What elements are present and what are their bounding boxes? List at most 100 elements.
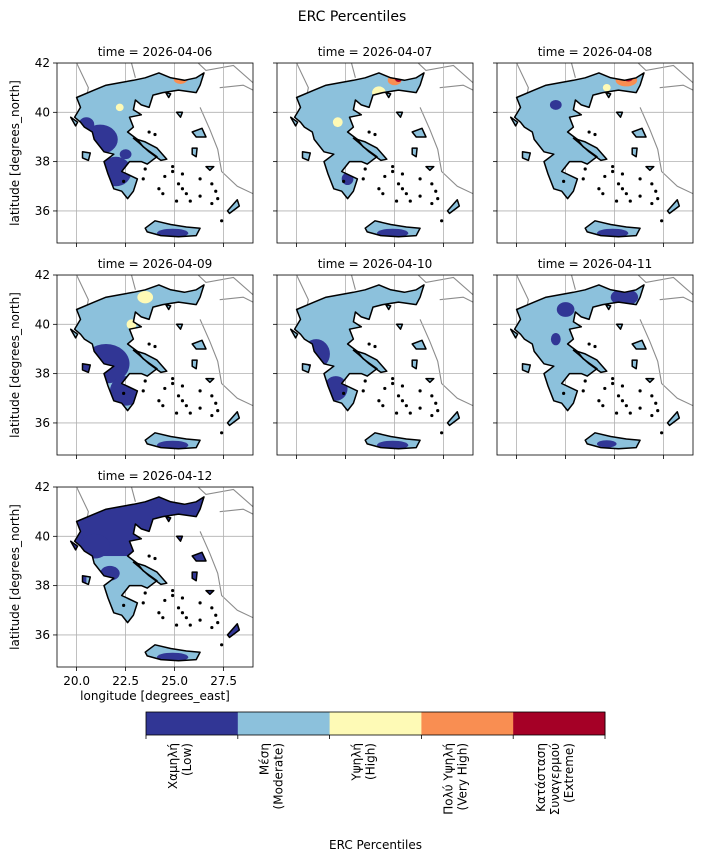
- island-mark: [180, 596, 185, 600]
- island-mark: [587, 130, 591, 134]
- island-mark: [383, 386, 387, 391]
- island-mark: [163, 598, 167, 603]
- island-mark: [396, 182, 401, 186]
- island-mark: [174, 623, 179, 627]
- coastline: [631, 359, 638, 370]
- coastline: [572, 349, 608, 374]
- island-mark: [143, 167, 147, 171]
- island-mark: [418, 194, 422, 198]
- island-mark: [184, 616, 188, 620]
- land-region: [447, 411, 460, 426]
- island-mark: [220, 219, 224, 223]
- y-tick-label: 36: [35, 204, 50, 218]
- class-patch: [78, 533, 110, 559]
- land-region: [447, 199, 460, 214]
- island-mark: [620, 384, 625, 388]
- coastline: [631, 127, 647, 138]
- island-mark: [581, 177, 585, 181]
- coastline: [411, 339, 427, 350]
- island-mark: [361, 177, 365, 181]
- island-mark: [440, 431, 444, 435]
- map-panel: time = 2026-04-11: [493, 257, 694, 459]
- island-mark: [436, 197, 440, 201]
- coastline: [165, 303, 172, 311]
- coastline: [144, 220, 201, 238]
- map-area: [277, 63, 473, 243]
- island-mark: [656, 197, 660, 201]
- island-mark: [210, 606, 214, 610]
- map-panel: time = 2026-04-07: [273, 45, 474, 247]
- coastline: [81, 575, 92, 586]
- coastline: [446, 411, 461, 427]
- y-tick-label: 40: [35, 317, 50, 331]
- island-mark: [603, 386, 607, 391]
- coastline: [521, 363, 532, 374]
- island-mark: [153, 344, 157, 349]
- coastline: [73, 496, 205, 624]
- island-mark: [381, 192, 385, 196]
- island-mark: [624, 404, 628, 408]
- class-patch: [153, 111, 165, 124]
- island-mark: [391, 381, 395, 386]
- island-mark: [616, 182, 621, 186]
- island-mark: [176, 394, 181, 398]
- island-mark: [650, 182, 654, 186]
- island-mark: [650, 413, 654, 418]
- island-mark: [611, 169, 615, 174]
- class-patch: [78, 117, 95, 133]
- island-mark: [436, 409, 440, 413]
- island-mark: [188, 623, 192, 627]
- y-tick-label: 36: [35, 628, 50, 642]
- coastline: [165, 91, 172, 99]
- colorbar-category-label: Υψηλή(High): [350, 743, 378, 782]
- island-mark: [660, 431, 664, 435]
- island-mark: [430, 201, 434, 206]
- island-mark: [597, 187, 601, 191]
- island-mark: [210, 394, 214, 398]
- island-mark: [638, 406, 642, 410]
- y-tick-label: 38: [35, 155, 50, 169]
- island-mark: [198, 618, 202, 622]
- island-mark: [180, 172, 185, 176]
- island-mark: [614, 199, 619, 203]
- coastline: [144, 432, 201, 450]
- coastline: [385, 91, 392, 99]
- coastline: [191, 147, 198, 158]
- axes-frame: [56, 62, 254, 244]
- class-patch: [596, 440, 617, 448]
- island-mark: [581, 389, 585, 393]
- coastline: [191, 571, 198, 582]
- island-mark: [434, 189, 438, 193]
- island-mark: [603, 174, 607, 179]
- island-mark: [163, 386, 167, 391]
- map-area: [57, 275, 253, 455]
- island-mark: [377, 187, 381, 191]
- island-mark: [650, 394, 654, 398]
- island-mark: [367, 130, 371, 134]
- island-mark: [404, 192, 408, 196]
- class-patch: [119, 149, 132, 160]
- coastline: [132, 349, 168, 374]
- coastline: [226, 199, 241, 215]
- land-region: [227, 199, 240, 214]
- island-mark: [163, 174, 167, 179]
- island-mark: [220, 431, 224, 435]
- island-mark: [210, 182, 214, 186]
- island-mark: [161, 192, 165, 196]
- island-mark: [157, 399, 161, 403]
- coastline: [191, 359, 198, 370]
- coastline: [69, 540, 79, 551]
- island-mark: [184, 192, 188, 196]
- island-mark: [176, 606, 181, 610]
- island-mark: [141, 177, 145, 181]
- map-area: [497, 275, 693, 455]
- map-area: [277, 275, 473, 455]
- neighbour-border: [296, 275, 473, 407]
- neighbour-border: [516, 63, 693, 195]
- island-mark: [394, 411, 399, 415]
- coastline: [411, 147, 418, 158]
- coastline: [411, 127, 427, 138]
- coastline: [132, 561, 168, 586]
- island-mark: [583, 379, 587, 383]
- axes-frame: [276, 62, 474, 244]
